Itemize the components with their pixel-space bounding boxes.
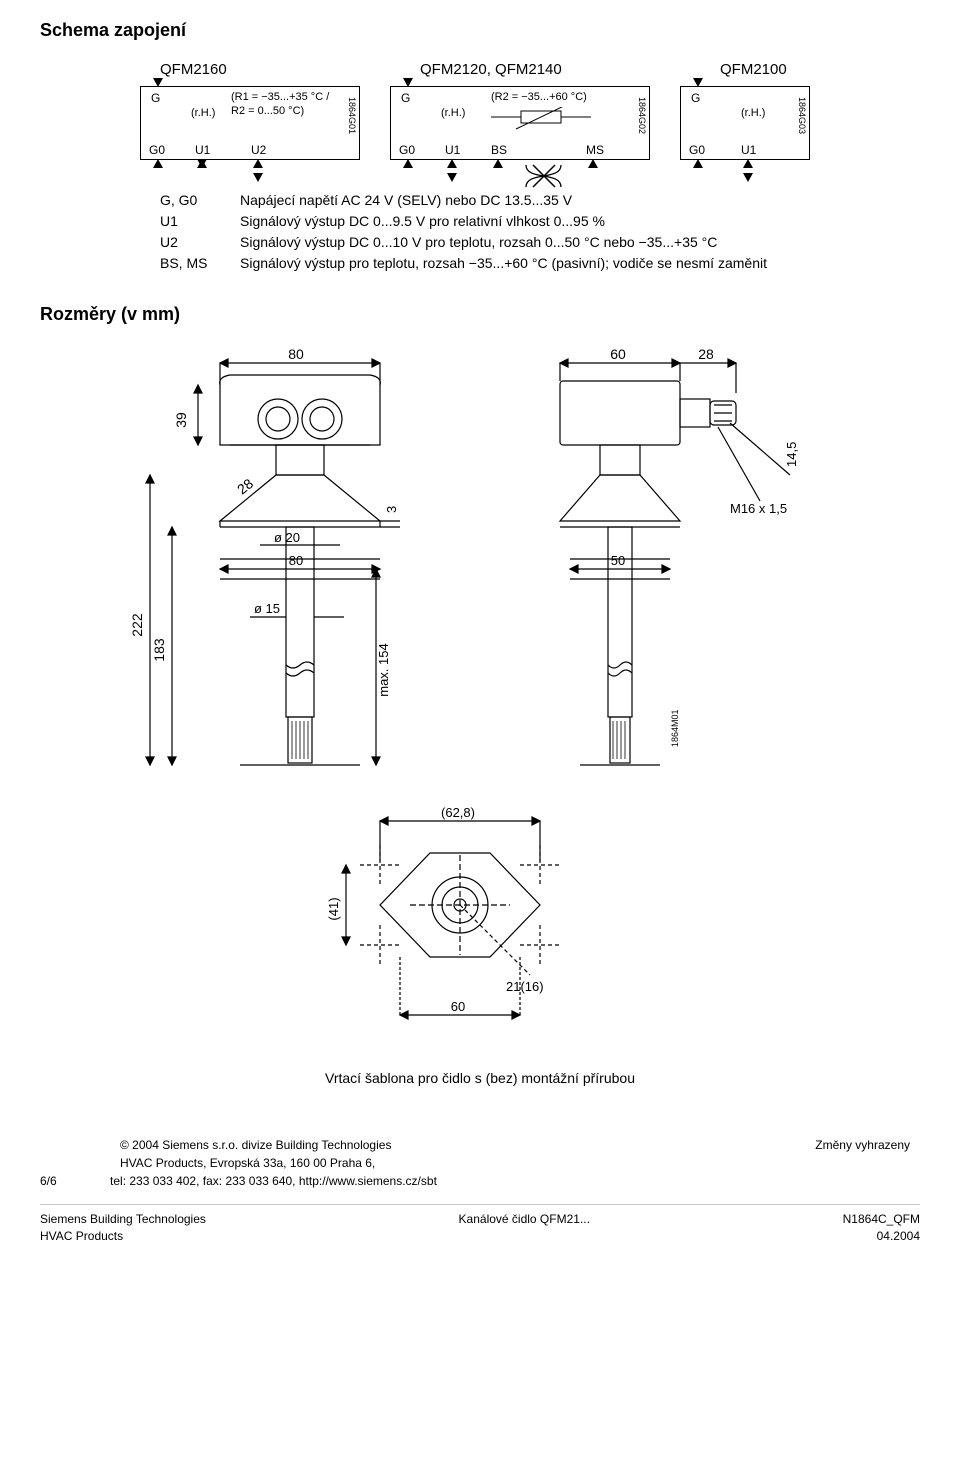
schem1-G: G [151,91,160,105]
dim-w60: 60 [610,346,626,362]
schematic-1: G (r.H.) (R1 = −35...+35 °C / R2 = 0...5… [140,86,360,160]
dim-d15: ø 15 [254,601,280,616]
dim-w62-8: (62,8) [441,805,475,820]
legend-val-1: Signálový výstup DC 0...9.5 V pro relati… [240,211,605,232]
dim-max154: max. 154 [376,643,391,696]
footer-block-1: © 2004 Siemens s.r.o. divize Building Te… [120,1136,920,1190]
legend-val-0: Napájecí napětí AC 24 V (SELV) nebo DC 1… [240,190,572,211]
schem2-note1: (R2 = −35...+60 °C) [491,91,587,103]
legend-val-2: Signálový výstup DC 0...10 V pro teplotu… [240,232,717,253]
footer-date: 04.2004 [843,1228,920,1245]
models-row: QFM2160 QFM2120, QFM2140 QFM2100 [160,61,920,78]
dim-thread: M16 x 1,5 [730,501,787,516]
section-dim-title: Rozměry (v mm) [40,304,920,325]
dim-h14-5: 14,5 [784,442,799,467]
schem2-G: G [401,91,410,105]
legend-row-2: U2 Signálový výstup DC 0...10 V pro tepl… [160,232,920,253]
schem2-U1: U1 [445,143,460,157]
legend-row-3: BS, MS Signálový výstup pro teplotu, roz… [160,253,920,274]
schem3-U1: U1 [741,143,756,157]
schematic-2: G (r.H.) (R2 = −35...+60 °C) G0 U1 BS MS… [390,86,650,160]
dim-d20: ø 20 [274,530,300,545]
schem3-rh: (r.H.) [741,107,765,119]
schem3-ref: 1864G03 [797,97,807,134]
footer-company: Siemens Building Technologies [40,1211,206,1228]
schem1-U1: U1 [195,143,210,157]
schem2-BS: BS [491,143,507,157]
dim-r21-16: 21(16) [506,979,544,994]
legend: G, G0 Napájecí napětí AC 24 V (SELV) neb… [160,190,920,274]
schematic-3: G (r.H.) G0 U1 1864G03 [680,86,810,160]
footer-copyright: © 2004 Siemens s.r.o. divize Building Te… [120,1136,437,1154]
schem1-ref: 1864G01 [347,97,357,134]
footer-div: HVAC Products [40,1228,206,1245]
dim-w50: 50 [611,553,625,568]
schem1-note2: R2 = 0...50 °C) [231,105,304,117]
dim-h222: 222 [129,613,145,637]
dim-h39: 39 [173,412,189,428]
dim-w28: 28 [698,346,714,362]
dim-h41: (41) [326,897,341,920]
drawing-side: 60 28 14,5 M16 x 1,5 [500,345,820,785]
schem1-U2: U2 [251,143,266,157]
mount-caption: Vrtací šablona pro čidlo s (bez) montážn… [40,1070,920,1086]
schem2-noswap-icon [521,163,571,191]
model-1: QFM2160 [160,61,360,78]
footer-tel: tel: 233 033 402, fax: 233 033 640, http… [110,1174,437,1188]
drawing-front: 80 39 28 [100,345,460,785]
schem3-G0: G0 [689,143,705,157]
footer-block-2: Siemens Building Technologies HVAC Produ… [40,1204,920,1245]
footer-doc: Kanálové čidlo QFM21... [206,1211,843,1228]
schem1-note1: (R1 = −35...+35 °C / [231,91,329,103]
schem1-G0: G0 [149,143,165,157]
legend-val-3: Signálový výstup pro teplotu, rozsah −35… [240,253,767,274]
legend-key-1: U1 [160,211,240,232]
schem2-MS: MS [586,143,604,157]
footer-page: 6/6 [40,1174,57,1188]
legend-key-2: U2 [160,232,240,253]
dim-w80b: 80 [289,553,303,568]
schem3-G: G [691,91,700,105]
drawings-row: 80 39 28 [100,345,920,785]
legend-key-3: BS, MS [160,253,240,274]
legend-row-0: G, G0 Napájecí napětí AC 24 V (SELV) neb… [160,190,920,211]
footer-changes: Změny vyhrazeny [815,1136,910,1154]
dim-w80: 80 [288,346,304,362]
dim-h3: 3 [384,506,399,513]
footer-addr: HVAC Products, Evropská 33a, 160 00 Prah… [120,1154,437,1172]
drawing-mount: (62,8) [300,805,920,1040]
schematic-row: G (r.H.) (R1 = −35...+35 °C / R2 = 0...5… [140,86,920,160]
schem1-rh: (r.H.) [191,107,215,119]
schem2-resistor-icon [491,107,601,137]
legend-key-0: G, G0 [160,190,240,211]
dim-w60b: 60 [451,999,465,1014]
footer-code: N1864C_QFM [843,1211,920,1228]
legend-row-1: U1 Signálový výstup DC 0...9.5 V pro rel… [160,211,920,232]
side-ref: 1864M01 [670,709,680,747]
section-schema-title: Schema zapojení [40,20,920,41]
schem2-rh: (r.H.) [441,107,465,119]
model-2: QFM2120, QFM2140 [420,61,660,78]
dim-h183: 183 [151,638,167,662]
model-3: QFM2100 [720,61,870,78]
schem2-G0: G0 [399,143,415,157]
schem2-ref: 1864G02 [637,97,647,134]
